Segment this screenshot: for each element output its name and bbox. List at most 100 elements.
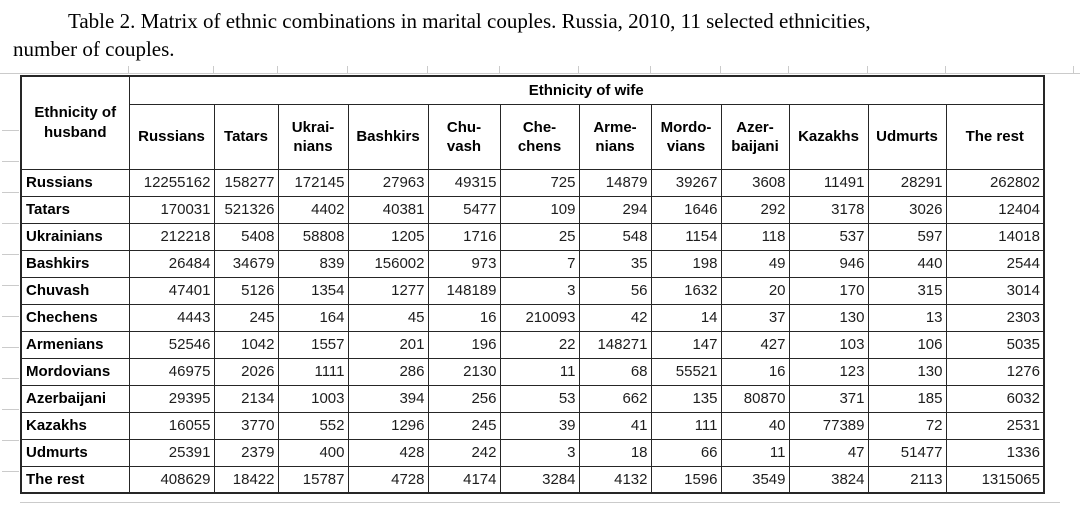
couples-count-cell: 212218 xyxy=(128,222,215,251)
spreadsheet-gridline-tick xyxy=(945,66,946,74)
spreadsheet-gridline-tick xyxy=(499,66,500,74)
couples-count-cell: 37 xyxy=(720,303,790,332)
husband-row-header: Armenians xyxy=(20,330,130,359)
wife-column-header: Bashkirs xyxy=(347,103,429,170)
couples-count-cell: 2303 xyxy=(945,303,1045,332)
couples-count-cell: 51477 xyxy=(867,438,947,467)
husband-row-header: Chechens xyxy=(20,303,130,332)
couples-count-cell: 130 xyxy=(788,303,869,332)
wife-column-header: Russians xyxy=(128,103,215,170)
couples-count-cell: 1557 xyxy=(277,330,349,359)
couples-count-cell: 16055 xyxy=(128,411,215,440)
couples-count-cell: 262802 xyxy=(945,168,1045,197)
wife-column-header: Ukrai- nians xyxy=(277,103,349,170)
couples-count-cell: 2026 xyxy=(213,357,279,386)
couples-count-cell: 256 xyxy=(427,384,501,413)
table-row: Chechens 4443 245 164 45 16 210093 42 14 37 130 13 2… xyxy=(20,303,1045,332)
wife-column-header: Azer- baijani xyxy=(720,103,790,170)
couples-count-cell: 400 xyxy=(277,438,349,467)
couples-count-cell: 1315065 xyxy=(945,465,1045,494)
couples-count-cell: 130 xyxy=(867,357,947,386)
couples-count-cell: 7 xyxy=(499,249,580,278)
couples-count-cell: 597 xyxy=(867,222,947,251)
spreadsheet-gridline-tick xyxy=(347,66,348,74)
couples-count-cell: 3178 xyxy=(788,195,869,224)
wife-column-header: Udmurts xyxy=(867,103,947,170)
husband-row-header: Bashkirs xyxy=(20,249,130,278)
couples-count-cell: 13 xyxy=(867,303,947,332)
spreadsheet-gridline-tick xyxy=(578,66,579,74)
couples-count-cell: 103 xyxy=(788,330,869,359)
couples-count-cell: 170031 xyxy=(128,195,215,224)
table-row: Russians 12255162 158277 172145 27963 49315 72… xyxy=(20,168,1045,197)
couples-count-cell: 973 xyxy=(427,249,501,278)
couples-count-cell: 245 xyxy=(213,303,279,332)
couples-count-cell: 198 xyxy=(650,249,722,278)
couples-count-cell: 3026 xyxy=(867,195,947,224)
spreadsheet-gridline-tick xyxy=(867,66,868,74)
husband-dimension-header: Ethnicity of husband xyxy=(20,75,130,170)
couples-count-cell: 294 xyxy=(578,195,652,224)
couples-count-cell: 40381 xyxy=(347,195,429,224)
husband-row-header: Ukrainians xyxy=(20,222,130,251)
couples-count-cell: 4402 xyxy=(277,195,349,224)
couples-count-cell: 3014 xyxy=(945,276,1045,305)
wife-column-header: Kazakhs xyxy=(788,103,869,170)
couples-count-cell: 80870 xyxy=(720,384,790,413)
couples-count-cell: 22 xyxy=(499,330,580,359)
couples-count-cell: 14 xyxy=(650,303,722,332)
table-row: Azerbaijani 29395 2134 1003 394 256 53 662 135 80… xyxy=(20,384,1045,413)
couples-count-cell: 201 xyxy=(347,330,429,359)
spreadsheet-gridline-tick xyxy=(427,66,428,74)
spreadsheet-gridline-tick xyxy=(128,66,129,74)
spreadsheet-gridline-tick xyxy=(2,285,19,286)
spreadsheet-gridline-bottom xyxy=(20,502,1060,503)
husband-row-header: Udmurts xyxy=(20,438,130,467)
couples-count-cell: 2544 xyxy=(945,249,1045,278)
couples-count-cell: 56 xyxy=(578,276,652,305)
couples-count-cell: 5035 xyxy=(945,330,1045,359)
table-row: Armenians 52546 1042 1557 201 196 22 148271 147 4… xyxy=(20,330,1045,359)
couples-count-cell: 45 xyxy=(347,303,429,332)
couples-count-cell: 6032 xyxy=(945,384,1045,413)
table-caption: Table 2. Matrix of ethnic combinations i… xyxy=(0,7,1080,63)
couples-count-cell: 14879 xyxy=(578,168,652,197)
spreadsheet-gridline-tick xyxy=(2,130,19,131)
couples-count-cell: 292 xyxy=(720,195,790,224)
husband-row-header: Mordovians xyxy=(20,357,130,386)
couples-count-cell: 245 xyxy=(427,411,501,440)
couples-count-cell: 725 xyxy=(499,168,580,197)
couples-count-cell: 440 xyxy=(867,249,947,278)
couples-count-cell: 47 xyxy=(788,438,869,467)
couples-count-cell: 25 xyxy=(499,222,580,251)
couples-count-cell: 28291 xyxy=(867,168,947,197)
couples-count-cell: 2134 xyxy=(213,384,279,413)
couples-count-cell: 11 xyxy=(499,357,580,386)
couples-count-cell: 11 xyxy=(720,438,790,467)
husband-row-header: Chuvash xyxy=(20,276,130,305)
wife-column-header: Chu- vash xyxy=(427,103,501,170)
couples-count-cell: 1003 xyxy=(277,384,349,413)
couples-count-cell: 3608 xyxy=(720,168,790,197)
couples-count-cell: 66 xyxy=(650,438,722,467)
couples-count-cell: 521326 xyxy=(213,195,279,224)
couples-count-cell: 16 xyxy=(720,357,790,386)
spreadsheet-gridline-tick xyxy=(788,66,789,74)
couples-count-cell: 148189 xyxy=(427,276,501,305)
couples-count-cell: 3824 xyxy=(788,465,869,494)
husband-row-header: Tatars xyxy=(20,195,130,224)
husband-row-header: Azerbaijani xyxy=(20,384,130,413)
couples-count-cell: 5408 xyxy=(213,222,279,251)
couples-count-cell: 18422 xyxy=(213,465,279,494)
couples-count-cell: 11491 xyxy=(788,168,869,197)
couples-count-cell: 49315 xyxy=(427,168,501,197)
couples-count-cell: 662 xyxy=(578,384,652,413)
couples-count-cell: 29395 xyxy=(128,384,215,413)
spreadsheet-gridline-tick xyxy=(2,316,19,317)
couples-count-cell: 196 xyxy=(427,330,501,359)
table-row: Bashkirs 26484 34679 839 156002 973 7 35 198 49 94… xyxy=(20,249,1045,278)
wife-column-header: Tatars xyxy=(213,103,279,170)
couples-count-cell: 16 xyxy=(427,303,501,332)
couples-count-cell: 49 xyxy=(720,249,790,278)
couples-count-cell: 371 xyxy=(788,384,869,413)
